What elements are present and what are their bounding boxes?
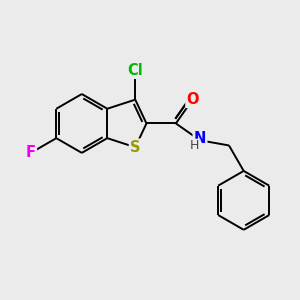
Text: N: N <box>194 130 206 146</box>
Text: F: F <box>26 146 36 160</box>
Text: H: H <box>190 140 200 152</box>
Text: O: O <box>187 92 199 107</box>
Text: S: S <box>130 140 140 155</box>
Text: Cl: Cl <box>128 63 143 78</box>
